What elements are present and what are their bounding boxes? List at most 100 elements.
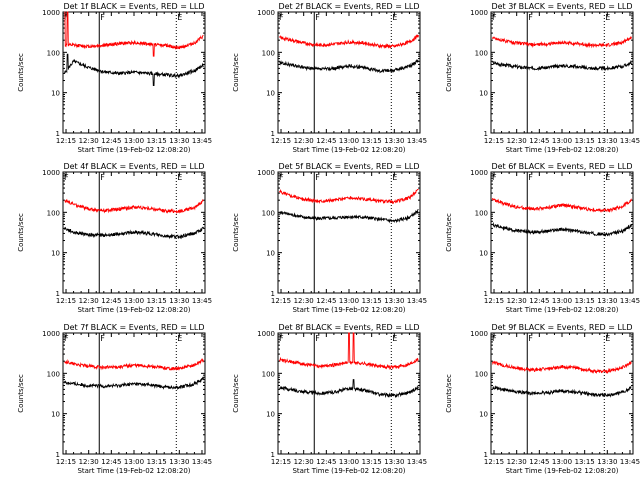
y-tick-label: 1: [271, 130, 275, 138]
panel-title: Det 6f BLACK = Events, RED = LLD: [491, 162, 632, 171]
x-tick-label: 12:45: [529, 137, 549, 145]
y-tick-label: 1000: [257, 9, 275, 17]
marker-label: F: [64, 334, 69, 343]
y-axis-label: Counts/sec: [17, 53, 25, 92]
y-axis-label: Counts/sec: [17, 374, 25, 413]
x-axis-label: Start Time (19-Feb-02 12:08:20): [505, 306, 618, 314]
x-tick-label: 12:45: [529, 297, 549, 305]
panel-det-6: Det 6f BLACK = Events, RED = LLD Counts/s…: [445, 162, 640, 314]
y-tick-label: 100: [47, 49, 60, 57]
events-series-line: [279, 208, 419, 224]
lld-series-line: [64, 11, 204, 57]
marker-label: E: [605, 13, 610, 22]
marker-label: F: [492, 173, 497, 182]
plot-frame: [277, 332, 421, 455]
panel-det-9: Det 9f BLACK = Events, RED = LLD Counts/s…: [445, 323, 640, 475]
x-tick-label: 12:45: [316, 137, 336, 145]
y-tick-label: 10: [266, 411, 275, 419]
x-tick-label: 13:00: [124, 458, 144, 466]
x-tick-label: 13:00: [552, 297, 572, 305]
y-tick-label: 1: [271, 451, 275, 459]
x-tick-label: 12:15: [271, 137, 291, 145]
x-tick-label: 13:00: [124, 137, 144, 145]
panel-title: Det 2f BLACK = Events, RED = LLD: [278, 2, 419, 11]
y-tick-label: 1: [56, 451, 60, 459]
y-tick-label: 1000: [257, 169, 275, 177]
y-tick-label: 1000: [42, 9, 60, 17]
x-axis-label: Start Time (19-Feb-02 12:08:20): [77, 467, 190, 475]
y-tick-label: 1: [56, 130, 60, 138]
panel-title: Det 3f BLACK = Events, RED = LLD: [491, 2, 632, 11]
x-axis-label: Start Time (19-Feb-02 12:08:20): [292, 467, 405, 475]
marker-label: F: [100, 13, 105, 22]
x-tick-label: 12:30: [294, 297, 314, 305]
panel-det-7: Det 7f BLACK = Events, RED = LLD Counts/s…: [17, 323, 212, 475]
events-series-line: [64, 376, 204, 391]
events-series-line: [279, 379, 419, 399]
y-tick-label: 10: [266, 90, 275, 98]
y-axis-label: Counts/sec: [17, 213, 25, 252]
x-tick-label: 13:15: [362, 297, 382, 305]
x-tick-label: 13:00: [552, 458, 572, 466]
events-series-line: [64, 53, 204, 87]
y-axis-label: Counts/sec: [445, 213, 453, 252]
plot-frame: [277, 171, 421, 294]
marker-label: F: [279, 13, 284, 22]
x-tick-label: 13:15: [147, 137, 167, 145]
y-tick-label: 1000: [470, 9, 488, 17]
x-tick-label: 13:15: [362, 137, 382, 145]
x-tick-label: 13:45: [192, 137, 212, 145]
panel-title: Det 8f BLACK = Events, RED = LLD: [278, 323, 419, 332]
panel-title: Det 4f BLACK = Events, RED = LLD: [63, 162, 204, 171]
y-tick-label: 100: [262, 209, 275, 217]
marker-label: F: [528, 13, 533, 22]
y-tick-label: 100: [475, 49, 488, 57]
x-axis-label: Start Time (19-Feb-02 12:08:20): [77, 306, 190, 314]
x-tick-label: 12:45: [529, 458, 549, 466]
lld-series-line: [64, 198, 204, 215]
y-tick-label: 1: [484, 290, 488, 298]
y-tick-label: 10: [266, 250, 275, 258]
x-tick-label: 12:30: [294, 458, 314, 466]
x-tick-label: 13:00: [552, 137, 572, 145]
x-tick-label: 13:15: [575, 458, 595, 466]
x-tick-label: 12:30: [507, 137, 527, 145]
x-tick-label: 12:15: [484, 137, 504, 145]
y-tick-label: 10: [51, 250, 60, 258]
x-tick-label: 12:30: [79, 458, 99, 466]
x-tick-label: 12:15: [271, 297, 291, 305]
x-tick-label: 13:30: [169, 297, 189, 305]
y-tick-label: 1: [484, 451, 488, 459]
x-tick-label: 12:30: [79, 297, 99, 305]
y-tick-label: 100: [47, 370, 60, 378]
x-tick-label: 13:45: [620, 297, 640, 305]
x-tick-label: 12:45: [316, 458, 336, 466]
panel-det-8: Det 8f BLACK = Events, RED = LLD Counts/s…: [232, 323, 427, 475]
x-tick-label: 12:30: [294, 137, 314, 145]
x-tick-label: 13:15: [147, 297, 167, 305]
x-tick-label: 13:30: [597, 297, 617, 305]
x-tick-label: 12:30: [79, 137, 99, 145]
x-tick-label: 12:30: [507, 297, 527, 305]
marker-label: F: [315, 334, 320, 343]
x-axis-label: Start Time (19-Feb-02 12:08:20): [292, 306, 405, 314]
y-tick-label: 1: [271, 290, 275, 298]
marker-label: E: [177, 334, 182, 343]
panel-det-5: Det 5f BLACK = Events, RED = LLD Counts/s…: [232, 162, 427, 314]
x-tick-label: 12:15: [484, 458, 504, 466]
events-series-line: [492, 385, 632, 398]
lld-series-line: [279, 34, 419, 49]
y-tick-label: 100: [262, 370, 275, 378]
y-tick-label: 100: [475, 209, 488, 217]
x-tick-label: 12:15: [484, 297, 504, 305]
y-tick-label: 10: [479, 90, 488, 98]
panel-title: Det 5f BLACK = Events, RED = LLD: [278, 162, 419, 171]
x-tick-label: 13:00: [339, 297, 359, 305]
x-axis-label: Start Time (19-Feb-02 12:08:20): [505, 146, 618, 154]
y-tick-label: 10: [479, 411, 488, 419]
panel-title: Det 1f BLACK = Events, RED = LLD: [63, 2, 204, 11]
lld-series-line: [64, 358, 204, 372]
marker-label: E: [392, 173, 397, 182]
marker-label: F: [279, 334, 284, 343]
